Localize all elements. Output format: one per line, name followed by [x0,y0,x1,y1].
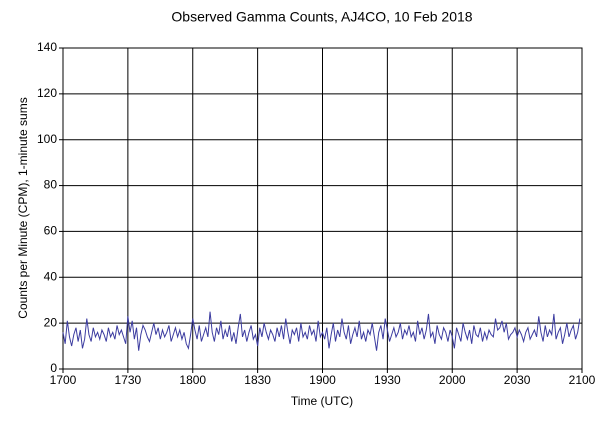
y-tick-label: 80 [44,178,58,192]
x-axis-label: Time (UTC) [291,394,353,408]
x-tick-label: 2000 [439,373,466,387]
y-tick-label: 20 [44,315,58,329]
chart-title: Observed Gamma Counts, AJ4CO, 10 Feb 201… [171,9,472,25]
plot-frame [62,47,583,370]
x-tick-label: 1800 [179,373,206,387]
y-tick-label: 120 [37,86,57,100]
x-tick-label: 2100 [569,373,596,387]
y-tick-label: 140 [37,40,57,54]
y-tick-label: 60 [44,224,58,238]
x-tick-label: 1830 [244,373,271,387]
x-tick-label: 1900 [309,373,336,387]
x-tick-label: 1700 [50,373,77,387]
y-tick-label: 40 [44,269,58,283]
y-tick-label: 100 [37,132,57,146]
y-axis-label: Counts per Minute (CPM), 1-minute sums [16,97,30,318]
x-tick-label: 2030 [504,373,531,387]
y-tick-label: 0 [50,361,57,375]
data-line [62,311,581,351]
x-tick-label: 1730 [115,373,142,387]
x-tick-label: 1930 [374,373,401,387]
